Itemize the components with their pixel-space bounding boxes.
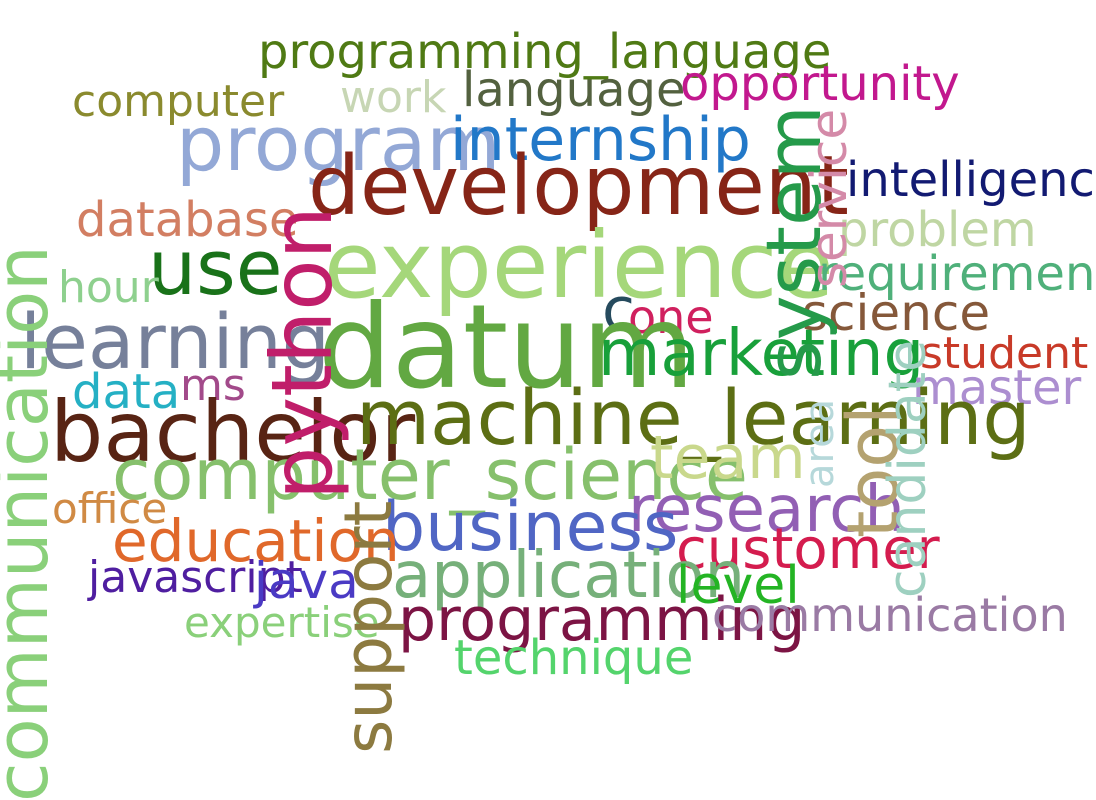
word-python-vertical: python: [253, 206, 351, 500]
word-datum: datum: [318, 280, 695, 415]
word-expertise: expertise: [184, 598, 380, 647]
word-c: c: [602, 275, 635, 345]
word-hour: hour: [58, 262, 159, 313]
word-database: database: [76, 192, 299, 248]
word-use: use: [148, 223, 283, 312]
word-computer-science: computer_science: [112, 434, 748, 516]
word-office: office: [52, 484, 168, 533]
word-candidate-vertical: candidate: [878, 339, 938, 598]
word-student: student: [920, 328, 1089, 379]
word-customer: customer: [676, 517, 940, 582]
word-education: education: [112, 507, 400, 575]
word-work: work: [340, 72, 447, 123]
word-development: development: [308, 139, 849, 234]
word-marketing: marketing: [598, 317, 925, 391]
word-science: science: [802, 284, 991, 342]
word-data: data: [72, 364, 181, 420]
word-team: team: [650, 423, 806, 493]
word-one: one: [628, 290, 714, 344]
word-computer: computer: [72, 76, 285, 127]
word-programming: programming: [398, 585, 806, 655]
word-problem: problem: [838, 202, 1037, 258]
word-bachelor: bachelor: [50, 383, 416, 481]
word-level: level: [676, 556, 800, 616]
word-application: application: [392, 539, 746, 613]
word-support-vertical: support: [330, 500, 407, 754]
word-technique: technique: [454, 630, 694, 686]
word-business: business: [382, 488, 679, 567]
word-javascript: javascript: [88, 552, 303, 603]
word-service-vertical: service: [800, 108, 858, 288]
word-communication-vertical: communication: [0, 245, 64, 800]
word-ms: ms: [180, 360, 246, 411]
word-learning: learning: [20, 297, 331, 386]
word-communication: communication: [712, 588, 1068, 642]
word-program: program: [176, 99, 501, 188]
word-requirement: requirement: [818, 246, 1096, 302]
word-intelligence: intelligence: [846, 152, 1096, 208]
word-experience: experience: [324, 212, 834, 319]
word-internship: internship: [450, 105, 751, 175]
word-language: language: [462, 62, 686, 118]
word-machine-learning: machine_learning: [356, 373, 1031, 462]
word-java: java: [254, 552, 359, 610]
word-programming-language: programming_language: [258, 24, 832, 80]
word-opportunity: opportunity: [680, 56, 960, 112]
word-research: research: [628, 473, 905, 547]
word-area-vertical: area: [797, 398, 843, 488]
word-master: master: [912, 360, 1082, 416]
